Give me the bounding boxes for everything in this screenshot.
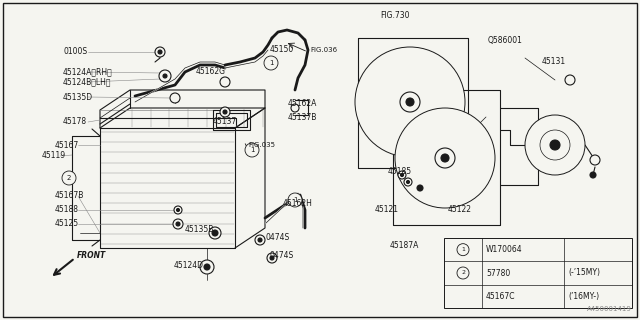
Circle shape <box>255 235 265 245</box>
Text: 45137: 45137 <box>213 117 237 126</box>
Text: 45167: 45167 <box>55 140 79 149</box>
Circle shape <box>398 171 406 179</box>
Circle shape <box>267 253 277 263</box>
Text: 45162G: 45162G <box>196 68 226 76</box>
Text: 45122: 45122 <box>448 205 472 214</box>
Circle shape <box>441 154 449 162</box>
Text: 45137B: 45137B <box>288 114 317 123</box>
Text: 45185: 45185 <box>388 167 412 177</box>
Circle shape <box>163 74 167 78</box>
Circle shape <box>204 264 210 270</box>
Text: 45150: 45150 <box>270 45 294 54</box>
Text: 45187A: 45187A <box>390 241 419 250</box>
Text: 57780: 57780 <box>486 268 510 277</box>
Text: 45125: 45125 <box>55 220 79 228</box>
Circle shape <box>404 178 412 186</box>
Circle shape <box>417 185 423 191</box>
Text: 45131: 45131 <box>542 58 566 67</box>
Text: 1: 1 <box>461 247 465 252</box>
Text: 45178: 45178 <box>63 117 87 126</box>
Circle shape <box>550 140 560 150</box>
Text: FIG.730: FIG.730 <box>380 12 410 20</box>
Text: 45162H: 45162H <box>283 199 313 209</box>
Circle shape <box>258 238 262 242</box>
Circle shape <box>209 227 221 239</box>
Text: 45162A: 45162A <box>288 99 317 108</box>
Circle shape <box>200 260 214 274</box>
Text: Q586001: Q586001 <box>488 36 523 44</box>
Text: A450001419: A450001419 <box>587 306 632 312</box>
Circle shape <box>250 148 254 152</box>
Text: 45188: 45188 <box>55 205 79 214</box>
Circle shape <box>62 171 76 185</box>
Circle shape <box>457 267 469 279</box>
Circle shape <box>177 209 179 212</box>
Text: (-’15MY): (-’15MY) <box>568 268 600 277</box>
Text: 45167C: 45167C <box>486 292 515 301</box>
Text: FRONT: FRONT <box>77 251 106 260</box>
Circle shape <box>223 110 227 114</box>
Circle shape <box>525 115 585 175</box>
Circle shape <box>590 172 596 178</box>
Text: 45124D: 45124D <box>174 260 204 269</box>
Circle shape <box>565 75 575 85</box>
Text: 45124A〈RH〉: 45124A〈RH〉 <box>63 68 113 76</box>
Circle shape <box>400 92 420 112</box>
Text: 1: 1 <box>269 60 273 66</box>
Text: 45119: 45119 <box>42 151 66 161</box>
Circle shape <box>212 230 218 236</box>
Text: (’16MY-): (’16MY-) <box>568 292 599 301</box>
Text: 45135B: 45135B <box>185 226 214 235</box>
Text: 0474S: 0474S <box>265 234 289 243</box>
Circle shape <box>457 244 469 256</box>
Circle shape <box>395 108 495 208</box>
Circle shape <box>173 219 183 229</box>
Circle shape <box>406 180 410 183</box>
Text: 2: 2 <box>67 175 71 181</box>
Circle shape <box>159 70 171 82</box>
Text: 2: 2 <box>461 270 465 276</box>
Circle shape <box>220 107 230 117</box>
Text: W170064: W170064 <box>486 245 523 254</box>
Circle shape <box>590 155 600 165</box>
Circle shape <box>406 98 414 106</box>
Text: FIG.036: FIG.036 <box>310 47 337 53</box>
Bar <box>444 238 632 308</box>
Circle shape <box>264 56 278 70</box>
Text: FIG.035: FIG.035 <box>248 142 275 148</box>
Text: 45135D: 45135D <box>63 92 93 101</box>
Circle shape <box>435 148 455 168</box>
Text: 1: 1 <box>250 147 254 153</box>
Text: 0474S: 0474S <box>270 252 294 260</box>
Circle shape <box>401 173 403 177</box>
Circle shape <box>155 47 165 57</box>
Circle shape <box>176 222 180 226</box>
Circle shape <box>355 47 465 157</box>
Text: 45121: 45121 <box>375 205 399 214</box>
Text: 45124B〈LH〉: 45124B〈LH〉 <box>63 77 111 86</box>
Text: 45167B: 45167B <box>55 191 84 201</box>
Circle shape <box>291 104 299 112</box>
Circle shape <box>270 256 274 260</box>
Circle shape <box>540 130 570 160</box>
Text: 1: 1 <box>292 197 297 203</box>
Circle shape <box>220 77 230 87</box>
Circle shape <box>288 193 302 207</box>
Circle shape <box>170 93 180 103</box>
Text: 0100S: 0100S <box>63 47 87 57</box>
Circle shape <box>247 145 257 155</box>
Circle shape <box>174 206 182 214</box>
Circle shape <box>158 50 162 54</box>
Circle shape <box>245 143 259 157</box>
